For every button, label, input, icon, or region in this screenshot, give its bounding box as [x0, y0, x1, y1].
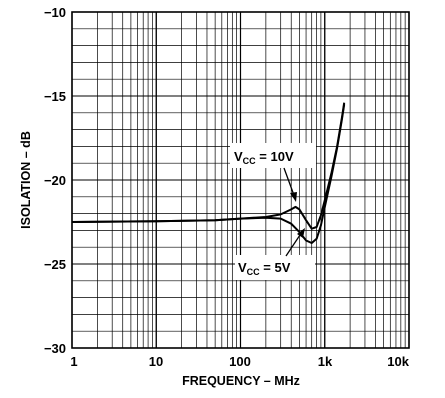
annotation-sub: CC	[243, 156, 256, 166]
series-vcc-5v-line	[71, 104, 346, 244]
x-tick-label: 10k	[387, 354, 409, 369]
annotation-main: V	[238, 260, 247, 275]
y-tick-label: −15	[44, 89, 66, 104]
annotation-main: V	[234, 149, 243, 164]
y-tick-label: −20	[44, 173, 66, 188]
y-tick-label: −30	[44, 341, 66, 356]
annotation-arrow-head	[290, 192, 297, 202]
series-lines	[71, 102, 346, 244]
annotation-background	[235, 255, 315, 280]
annotation-rest: = 10V	[256, 149, 294, 164]
annotation-vcc-5v: VCC = 5V	[235, 228, 315, 280]
plot-frame	[71, 11, 410, 349]
annotation-rest: = 5V	[260, 260, 291, 275]
annotation-arrow-line	[285, 231, 303, 257]
x-axis-title: FREQUENCY – MHz	[182, 374, 300, 388]
y-tick-labels: −10 −15 −20 −25 −30	[44, 5, 66, 356]
annotation-arrow-head	[297, 228, 305, 238]
y-axis-title: ISOLATION – dB	[19, 131, 33, 229]
x-tick-label: 100	[229, 354, 251, 369]
grid-lines	[71, 11, 410, 349]
y-tick-label: −10	[44, 5, 66, 20]
annotation-sub: CC	[247, 267, 260, 277]
annotation-label: VCC = 5V	[238, 260, 291, 277]
annotation-background	[230, 143, 316, 168]
x-tick-label: 1k	[318, 354, 333, 369]
annotation-label: VCC = 10V	[234, 149, 294, 166]
x-tick-label: 10	[149, 354, 163, 369]
x-tick-label: 1	[70, 354, 77, 369]
x-tick-labels: 1 10 100 1k 10k	[70, 354, 409, 369]
y-tick-label: −25	[44, 257, 66, 272]
annotation-vcc-10v: VCC = 10V	[230, 143, 316, 202]
